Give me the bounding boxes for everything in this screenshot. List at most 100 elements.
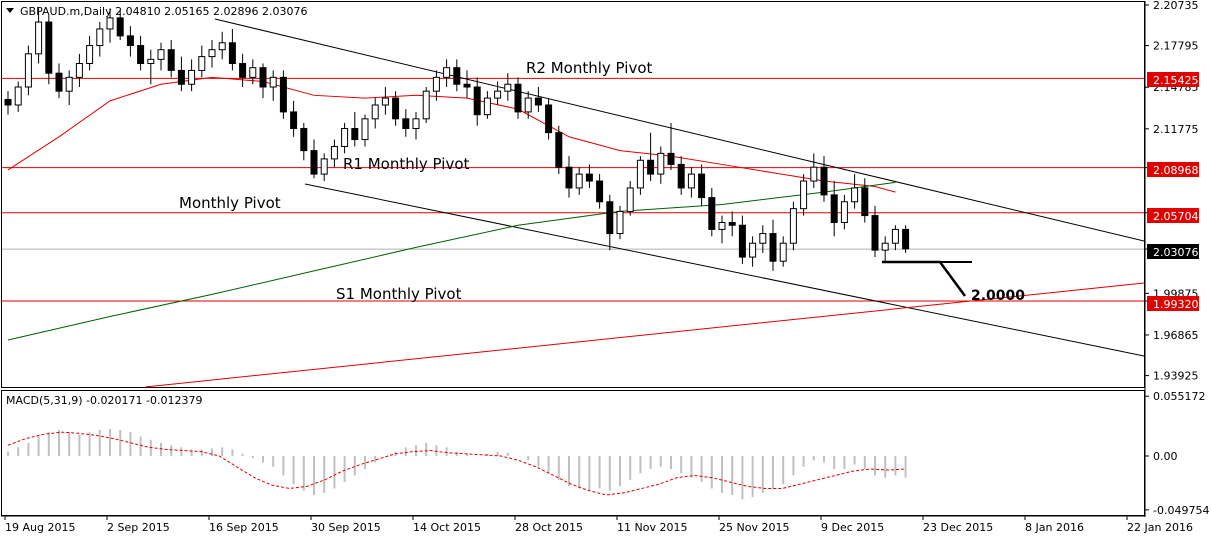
bear-candle-body (453, 67, 461, 85)
bull-candle-body (218, 42, 226, 51)
bull-candle-body (65, 76, 73, 92)
bear-candle-body (738, 224, 746, 258)
bear-candle-body (116, 17, 124, 37)
bull-candle-body (749, 242, 757, 258)
bull-candle-body (381, 97, 389, 106)
svg-text:2.08968: 2.08968 (1153, 164, 1199, 177)
r2-pivot-label: R2 Monthly Pivot (526, 59, 652, 77)
candle (55, 63, 63, 99)
candle (239, 53, 247, 88)
candle (371, 98, 379, 129)
annotation-label: 2.0000 (971, 288, 1025, 304)
bear-candle-body (728, 221, 736, 226)
bull-candle-body (810, 166, 818, 182)
candlesticks (4, 8, 910, 271)
r2-price-tag: 2.15425 (1147, 72, 1199, 87)
bear-candle-body (351, 127, 359, 141)
candle (483, 91, 491, 119)
bull-candle-body (320, 158, 328, 175)
candle (534, 87, 542, 112)
bull-candle-body (35, 21, 43, 55)
candle (75, 53, 83, 88)
candle (840, 194, 848, 230)
macd-tick-label: 0.00 (1153, 450, 1178, 463)
macd-pane[interactable] (1, 390, 1145, 516)
candle (738, 215, 746, 264)
candle (596, 174, 604, 209)
candle (341, 122, 349, 154)
candle (86, 35, 94, 71)
candle (381, 87, 389, 115)
bear-candle-body (830, 194, 838, 223)
bear-candle-body (137, 45, 145, 65)
bear-candle-body (667, 152, 675, 165)
bull-candle-body (188, 69, 196, 85)
bear-candle-body (126, 35, 134, 47)
candle (881, 236, 889, 262)
candle (565, 156, 573, 198)
bear-candle-body (45, 21, 53, 74)
bear-candle-body (392, 97, 400, 120)
bull-candle-body (800, 180, 808, 210)
bear-candle-body (402, 118, 410, 129)
candle (698, 164, 706, 206)
candle (749, 236, 757, 267)
bear-candle-body (239, 63, 247, 78)
s1-price-tag: 1.99320 (1147, 296, 1199, 311)
candle (575, 167, 583, 195)
candle (861, 178, 869, 223)
price-tick-label: 2.17795 (1153, 40, 1199, 53)
bull-candle-body (371, 104, 379, 120)
candle (218, 31, 226, 60)
bull-candle-body (443, 67, 451, 78)
candle (35, 8, 43, 64)
candle (106, 8, 114, 43)
bull-candle-body (198, 56, 206, 71)
candle (96, 22, 104, 57)
bull-candle-body (483, 97, 491, 116)
candle (473, 77, 481, 126)
candle (616, 205, 624, 240)
candle (188, 59, 196, 92)
date-tick-label: 30 Sep 2015 (311, 521, 381, 534)
bull-candle-body (840, 201, 848, 223)
pivot-price-tag: 2.05704 (1147, 208, 1199, 223)
candle (545, 98, 553, 140)
bear-candle-body (585, 173, 593, 182)
bear-candle-body (677, 163, 685, 189)
candle (290, 100, 298, 137)
candle (728, 211, 736, 237)
candle (718, 215, 726, 244)
candle (351, 111, 359, 147)
date-tick-label: 9 Dec 2015 (821, 521, 884, 534)
candle (198, 45, 206, 78)
candle (585, 164, 593, 188)
candle (759, 225, 767, 253)
bull-candle-body (524, 97, 532, 113)
candle (320, 153, 328, 182)
dropdown-triangle-icon[interactable] (6, 8, 14, 13)
candle (126, 26, 134, 57)
candle (494, 81, 502, 105)
bull-candle-body (208, 49, 216, 58)
macd-tick-label: 0.055172 (1153, 390, 1206, 403)
bear-candle-body (228, 42, 236, 65)
bull-candle-body (341, 127, 349, 147)
bull-candle-body (422, 90, 430, 120)
svg-text:2.15425: 2.15425 (1153, 74, 1199, 87)
symbol-header: GBPAUD.m,Daily 2.04810 2.05165 2.02896 2… (20, 5, 308, 18)
bear-candle-body (310, 150, 318, 175)
bear-candle-body (555, 132, 563, 168)
r1-pivot-label: R1 Monthly Pivot (343, 155, 469, 173)
bull-candle-body (626, 187, 634, 212)
date-tick-label: 14 Oct 2015 (413, 521, 481, 534)
r1-price-tag: 2.08968 (1147, 162, 1199, 177)
date-tick-label: 8 Jan 2016 (1025, 521, 1084, 534)
bull-candle-body (575, 173, 583, 189)
bear-candle-body (708, 197, 716, 230)
candle (4, 91, 12, 115)
bull-candle-body (851, 187, 859, 203)
candle (443, 59, 451, 88)
bull-candle-body (432, 76, 440, 92)
